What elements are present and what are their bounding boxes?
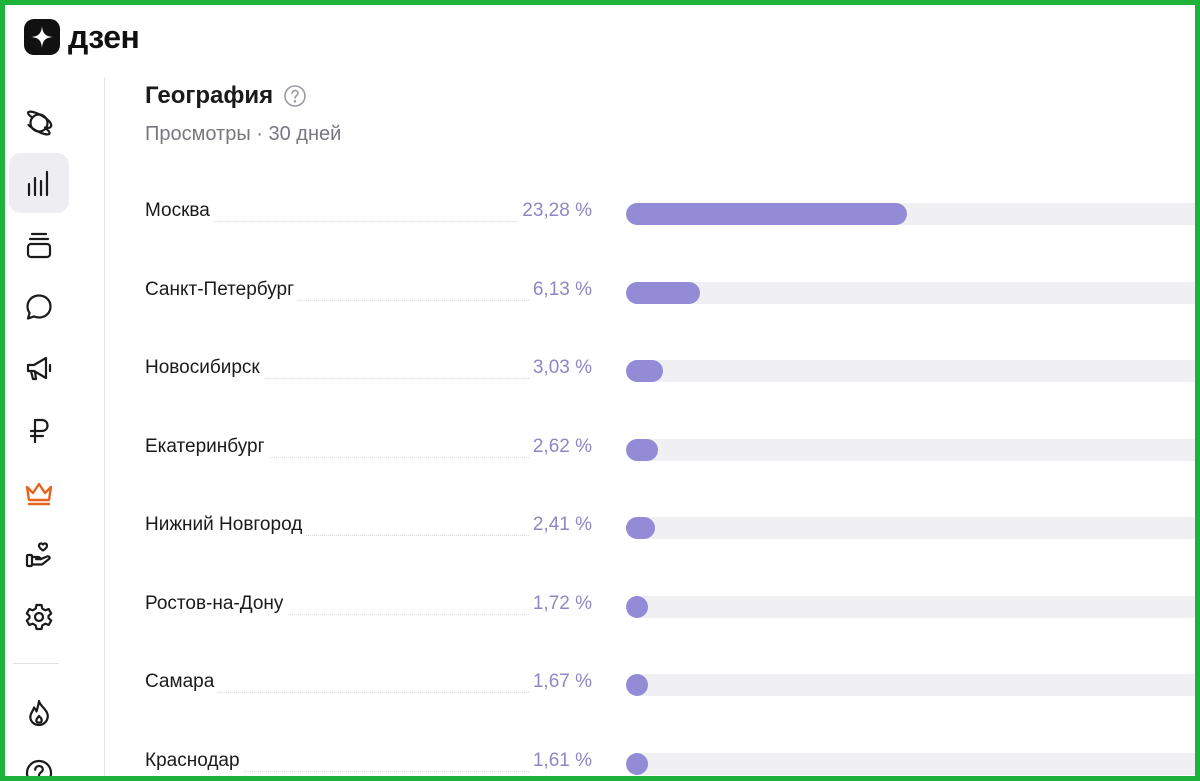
list-item: Краснодар 1,61 % [145, 743, 1195, 776]
share-bar-track [626, 360, 1195, 382]
share-bar-track [626, 753, 1195, 775]
nav-item-promotion[interactable] [9, 339, 69, 399]
dotted-leader [205, 771, 585, 772]
list-item: Москва 23,28 % [145, 193, 1195, 233]
nav-item-content[interactable] [9, 215, 69, 275]
hand-heart-icon [25, 542, 51, 568]
share-bar-fill [626, 753, 648, 775]
dotted-leader [205, 378, 585, 379]
share-bar-fill [626, 360, 663, 382]
share-bar-fill [626, 439, 658, 461]
dzen-logo[interactable]: дзен [24, 17, 140, 57]
share-bar-track [626, 674, 1195, 696]
share-bar-fill [626, 203, 907, 225]
city-name: Новосибирск [145, 356, 264, 380]
sidebar [5, 77, 105, 776]
flame-icon [29, 699, 49, 727]
share-bar-fill [626, 282, 700, 304]
share-bar-fill [626, 517, 656, 539]
list-item: Ростов-на-Дону 1,72 % [145, 586, 1195, 626]
nav-item-statistics[interactable] [9, 153, 69, 213]
layers-icon [26, 232, 52, 259]
nav-item-monetization[interactable] [9, 401, 69, 461]
city-name: Санкт-Петербург [145, 278, 299, 302]
share-bar-track [626, 596, 1195, 618]
crown-icon [25, 482, 53, 506]
page-title-row: География [145, 81, 307, 111]
planet-icon [26, 110, 53, 136]
city-name: Москва [145, 199, 214, 223]
list-item: Нижний Новгород 2,41 % [145, 507, 1195, 547]
megaphone-icon [26, 356, 52, 381]
dotted-leader [205, 457, 585, 458]
nav-item-publications[interactable] [9, 93, 69, 153]
nav-item-donations[interactable] [9, 525, 69, 585]
nav-item-help[interactable] [9, 743, 69, 776]
nav-item-trending[interactable] [9, 683, 69, 743]
list-item: Самара 1,67 % [145, 664, 1195, 704]
city-percent: 1,67 % [528, 670, 592, 694]
city-name: Екатеринбург [145, 435, 269, 459]
help-circle-icon [25, 759, 53, 776]
city-percent: 3,03 % [528, 356, 592, 380]
share-bar-track [626, 203, 1195, 225]
sidebar-divider [104, 77, 105, 776]
list-item: Санкт-Петербург 6,13 % [145, 272, 1195, 312]
dotted-leader [205, 614, 585, 615]
list-item: Новосибирск 3,03 % [145, 350, 1195, 390]
dotted-leader [205, 300, 585, 301]
share-bar-track [626, 517, 1195, 539]
page-title: География [145, 82, 274, 109]
list-item: Екатеринбург 2,62 % [145, 429, 1195, 469]
ruble-icon [29, 418, 49, 444]
city-percent: 23,28 % [518, 199, 592, 223]
nav-item-settings[interactable] [9, 587, 69, 647]
city-percent: 2,62 % [528, 435, 592, 459]
bar-chart-icon [27, 170, 49, 197]
share-bar-fill [626, 596, 648, 618]
nav-item-premium[interactable] [9, 463, 69, 523]
share-bar-fill [626, 674, 648, 696]
city-name: Нижний Новгород [145, 513, 307, 537]
share-bar-track [626, 282, 1195, 304]
city-name: Самара [145, 670, 219, 694]
zen-star-icon [24, 19, 60, 55]
question-circle-icon[interactable] [283, 84, 307, 108]
city-name: Краснодар [145, 749, 244, 773]
nav-item-comments[interactable] [9, 277, 69, 337]
logo-text: дзен [68, 19, 140, 55]
page-subtitle: Просмотры · 30 дней [145, 123, 342, 145]
nav-separator [13, 663, 59, 664]
dotted-leader [205, 535, 585, 536]
city-percent: 1,61 % [528, 749, 592, 773]
chat-bubble-icon [26, 294, 52, 320]
dotted-leader [205, 692, 585, 693]
city-percent: 6,13 % [528, 278, 592, 302]
city-name: Ростов-на-Дону [145, 592, 288, 616]
share-bar-track [626, 439, 1195, 461]
city-percent: 1,72 % [528, 592, 592, 616]
city-percent: 2,41 % [528, 513, 592, 537]
dotted-leader [205, 221, 585, 222]
gear-icon [25, 603, 53, 631]
